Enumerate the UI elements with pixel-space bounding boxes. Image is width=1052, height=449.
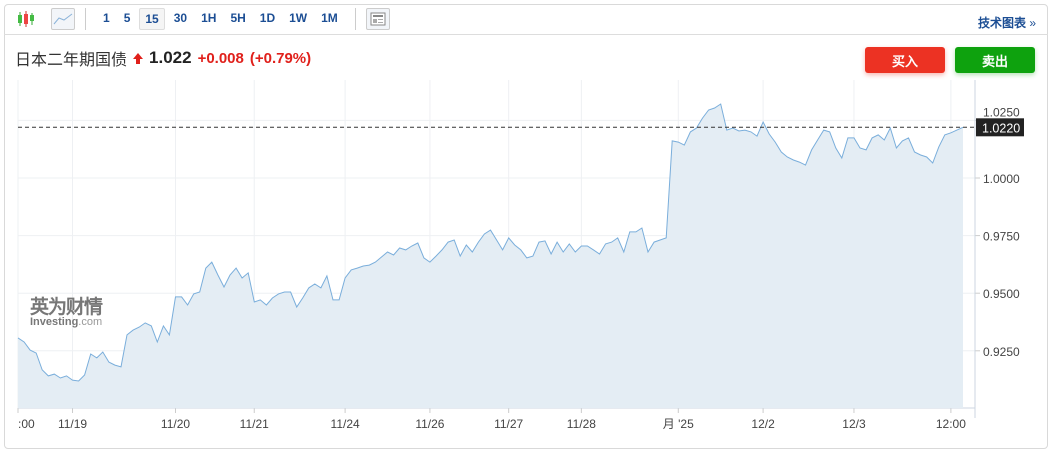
arrow-up-icon xyxy=(133,52,144,64)
price-area xyxy=(18,104,963,408)
layout-icon[interactable] xyxy=(365,8,390,30)
current-price-badge xyxy=(976,118,1024,137)
y-tick-label: 1.0250 xyxy=(983,105,1020,119)
x-tick-label: 月 '25 xyxy=(663,417,694,431)
x-tick-label: 12/3 xyxy=(842,417,866,431)
x-tick-label: 11/26 xyxy=(415,417,444,431)
price-line xyxy=(17,103,964,382)
divider xyxy=(354,8,356,30)
price-change-percent: (+0.79%) xyxy=(249,49,312,67)
x-tick-label: 11/24 xyxy=(331,417,360,431)
interval-1H[interactable]: 1H xyxy=(201,11,217,25)
x-tick-label: 11/19 xyxy=(58,417,87,431)
x-tick-label: 12:00 xyxy=(936,417,966,431)
technical-chart-link[interactable]: 技术图表 » xyxy=(978,14,1036,31)
double-chevron-right-icon: » xyxy=(1029,16,1036,30)
x-tick-label: :00 xyxy=(18,417,35,431)
interval-5H[interactable]: 5H xyxy=(230,11,246,25)
y-tick-label: 0.9250 xyxy=(983,345,1020,359)
interval-1M[interactable]: 1M xyxy=(321,11,338,25)
chart-toolbar: 1 5 15 30 1H 5H 1D 1W 1M 技术图表 » xyxy=(4,4,1048,35)
interval-30[interactable]: 30 xyxy=(173,11,188,25)
interval-1D[interactable]: 1D xyxy=(259,11,276,25)
instrument-name: 日本二年期国债 xyxy=(15,52,128,69)
y-tick-label: 0.9750 xyxy=(983,230,1020,244)
y-tick-label: 0.9500 xyxy=(983,287,1020,301)
area-chart-icon[interactable] xyxy=(51,8,75,30)
buy-button[interactable]: 买入 xyxy=(865,47,945,73)
interval-1[interactable]: 1 xyxy=(103,11,110,25)
x-tick-label: 11/21 xyxy=(240,417,269,431)
investing-watermark-logo: 英为财情 Investing.com xyxy=(30,297,103,328)
last-price: 1.022 xyxy=(149,48,192,67)
interval-1W[interactable]: 1W xyxy=(289,11,308,25)
x-tick-label: 11/27 xyxy=(494,417,523,431)
candlestick-icon[interactable] xyxy=(14,8,38,30)
x-tick-label: 11/20 xyxy=(161,417,190,431)
sell-button[interactable]: 卖出 xyxy=(955,47,1035,73)
interval-15[interactable]: 15 xyxy=(139,8,165,30)
x-tick-label: 11/28 xyxy=(567,417,596,431)
technical-chart-label: 技术图表 xyxy=(977,16,1026,30)
x-tick-label: 12/2 xyxy=(751,417,775,431)
instrument-header: 日本二年期国债 1.022 +0.008 (+0.79%) xyxy=(15,46,311,70)
current-price-label: 1.0220 xyxy=(982,121,1020,135)
divider xyxy=(85,8,86,30)
price-change: +0.008 xyxy=(197,49,244,67)
interval-5[interactable]: 5 xyxy=(123,11,131,25)
y-tick-label: 1.0000 xyxy=(983,172,1020,186)
